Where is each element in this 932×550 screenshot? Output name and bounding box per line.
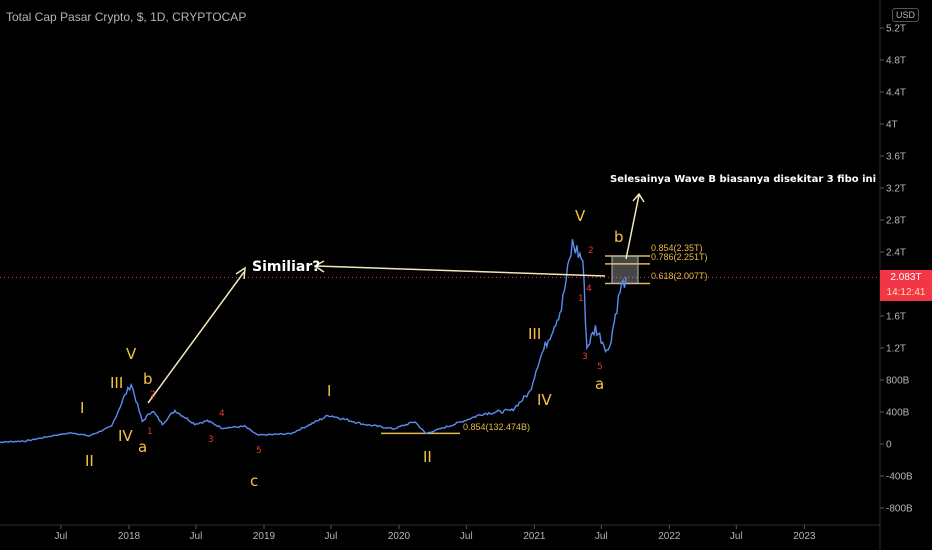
x-tick-label: 2022 (658, 531, 681, 542)
x-tick-label: 2021 (523, 531, 546, 542)
arrow-to-note (625, 192, 645, 260)
currency-button[interactable]: USD (892, 8, 920, 22)
y-tick-label: 4T (886, 120, 898, 131)
wave-label: II (85, 452, 94, 470)
arrow-similar-left (313, 260, 606, 277)
y-tick-label: -400B (886, 472, 913, 483)
x-tick-label: Jul (460, 531, 473, 542)
subwave-label: 5 (256, 446, 262, 456)
wave-label: V (575, 207, 586, 225)
y-tick-label: -800B (886, 504, 913, 515)
wave-label: IV (537, 391, 552, 409)
x-tick-label: 2019 (253, 531, 276, 542)
wave-label: IV (118, 427, 133, 445)
subwave-label: 3 (582, 352, 588, 362)
y-tick-label: 1.6T (886, 312, 906, 323)
similar-note: Similiar? (252, 259, 321, 275)
x-tick-label: 2020 (388, 531, 411, 542)
wave-label: V (126, 345, 137, 363)
fib-label: 0.786(2.251T) (651, 252, 708, 262)
x-tick-label: Jul (325, 531, 338, 542)
x-tick-label: 2023 (793, 531, 816, 542)
y-tick-label: 3.2T (886, 184, 906, 195)
y-tick-label: 4.4T (886, 88, 906, 99)
y-tick-label: 5.2T (886, 24, 906, 35)
wave-label: a (138, 438, 148, 456)
y-tick-label: 0 (886, 440, 892, 451)
subwave-label: 4 (219, 409, 225, 419)
wave-label: b (614, 228, 624, 246)
subwave-label: 2 (588, 246, 594, 256)
y-tick-label: 2.4T (886, 248, 906, 259)
arrow-to-similar (147, 266, 246, 404)
y-tick-label: 3.6T (886, 152, 906, 163)
x-tick-label: 2018 (118, 531, 141, 542)
y-tick-label: 1.2T (886, 344, 906, 355)
last-price-tag: 2.083T 14:12:41 (880, 270, 932, 301)
subwave-label: 5 (597, 362, 603, 372)
wave-label: I (327, 382, 332, 400)
subwave-label: 4 (586, 284, 592, 294)
fib-label: 0.854(132.474B) (463, 422, 531, 432)
wave-label: III (110, 374, 124, 392)
fib-zone-box (611, 255, 639, 284)
subwave-label: 1 (578, 294, 584, 304)
fib-label: 0.618(2.007T) (651, 271, 708, 281)
subwave-label: 1 (147, 427, 153, 437)
y-tick-label: 4.8T (886, 56, 906, 67)
x-tick-label: Jul (595, 531, 608, 542)
wave-label: II (423, 448, 432, 466)
y-tick-label: 400B (886, 408, 910, 419)
wave-label: I (80, 399, 85, 417)
x-tick-label: Jul (190, 531, 203, 542)
wave-label: III (528, 325, 542, 343)
y-tick-label: 2.8T (886, 216, 906, 227)
subwave-label: 3 (208, 435, 214, 445)
bar-countdown: 14:12:41 (886, 287, 926, 298)
wave-label: a (595, 375, 605, 393)
y-tick-label: 800B (886, 376, 910, 387)
x-tick-label: Jul (730, 531, 743, 542)
fib-label: 0.854(2.35T) (651, 243, 703, 253)
wave-label: c (250, 472, 259, 490)
x-tick-label: Jul (55, 531, 68, 542)
chart-title: Total Cap Pasar Crypto, $, 1D, CRYPTOCAP (6, 10, 247, 24)
price-series-line (0, 239, 627, 444)
wave-b-note: Selesainya Wave B biasanya disekitar 3 f… (610, 174, 877, 185)
last-price: 2.083T (890, 272, 922, 283)
wave-label: b (143, 370, 153, 388)
subwave-label: 2 (150, 390, 156, 400)
